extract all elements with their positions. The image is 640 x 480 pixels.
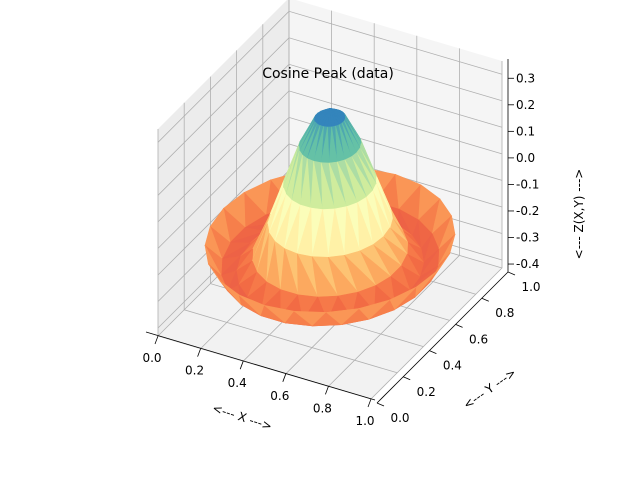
z-tick-label: -0.4	[516, 257, 539, 271]
y-grid-line	[209, 76, 424, 347]
y-tick-mark	[376, 402, 385, 407]
y-tick-label: 0.2	[417, 385, 436, 399]
x-tick-mark	[282, 373, 287, 382]
axis-lines	[145, 59, 509, 404]
z-tick-label: 0.0	[516, 151, 535, 165]
y-axis-line	[376, 271, 509, 404]
y-axis-label: <--- Y --->	[461, 365, 519, 411]
surface-triangle	[326, 308, 360, 326]
surface-triangle	[358, 299, 390, 320]
x-axis-line	[145, 331, 376, 401]
x-tick-label: 0.6	[270, 389, 289, 403]
y-tick-label: 0.6	[469, 332, 488, 346]
z-tick-label: -0.1	[516, 177, 539, 191]
x-tick-label: 0.8	[313, 401, 332, 415]
z-grid-line	[157, 116, 503, 249]
y-tick-mark	[455, 324, 463, 328]
z-axis-label: <--- Z(X,Y) --->	[572, 169, 586, 260]
z-tick-label: -0.2	[516, 204, 539, 218]
z-tick-label: 0.3	[516, 71, 535, 85]
z-tick-label: -0.3	[516, 231, 539, 245]
x-tick-mark	[239, 361, 244, 370]
z-grid-line	[157, 63, 503, 196]
z-grid-line	[157, 90, 503, 223]
x-tick-mark	[367, 398, 372, 408]
x-tick-label: 0.0	[142, 351, 161, 365]
z-tick-label: 0.2	[516, 98, 535, 112]
x-tick-mark	[197, 348, 201, 357]
x-tick-mark	[325, 386, 329, 395]
y-tick-label: 0.0	[390, 411, 409, 425]
y-tick-mark	[429, 350, 437, 354]
tick-labels: 0.0 0.2 0.4 0.6 0.8 1.0 0.0 0.2 0.4 0.6 0.8 1.0 -0.4…	[142, 71, 540, 428]
x-tick-label: 0.2	[185, 364, 204, 378]
z-grid-line	[157, 37, 503, 170]
y-tick-mark	[481, 297, 489, 302]
y-tick-label: 1.0	[521, 280, 540, 294]
y-tick-mark	[507, 271, 516, 276]
left-back-pane	[158, 0, 289, 336]
z-grid-line	[157, 143, 503, 276]
z-tick-label: 0.1	[516, 124, 535, 138]
x-axis-label: <--- X --->	[211, 401, 274, 433]
x-tick-label: 1.0	[355, 414, 374, 428]
surface-mesh	[204, 108, 456, 327]
y-tick-label: 0.4	[443, 359, 462, 373]
y-grid-line	[183, 102, 398, 374]
x-tick-mark	[154, 335, 159, 345]
z-grid-line	[157, 10, 503, 143]
y-tick-label: 0.8	[495, 306, 514, 320]
x-tick-label: 0.4	[228, 376, 247, 390]
y-tick-mark	[403, 376, 411, 381]
chart-title: Cosine Peak (data)	[262, 66, 394, 82]
